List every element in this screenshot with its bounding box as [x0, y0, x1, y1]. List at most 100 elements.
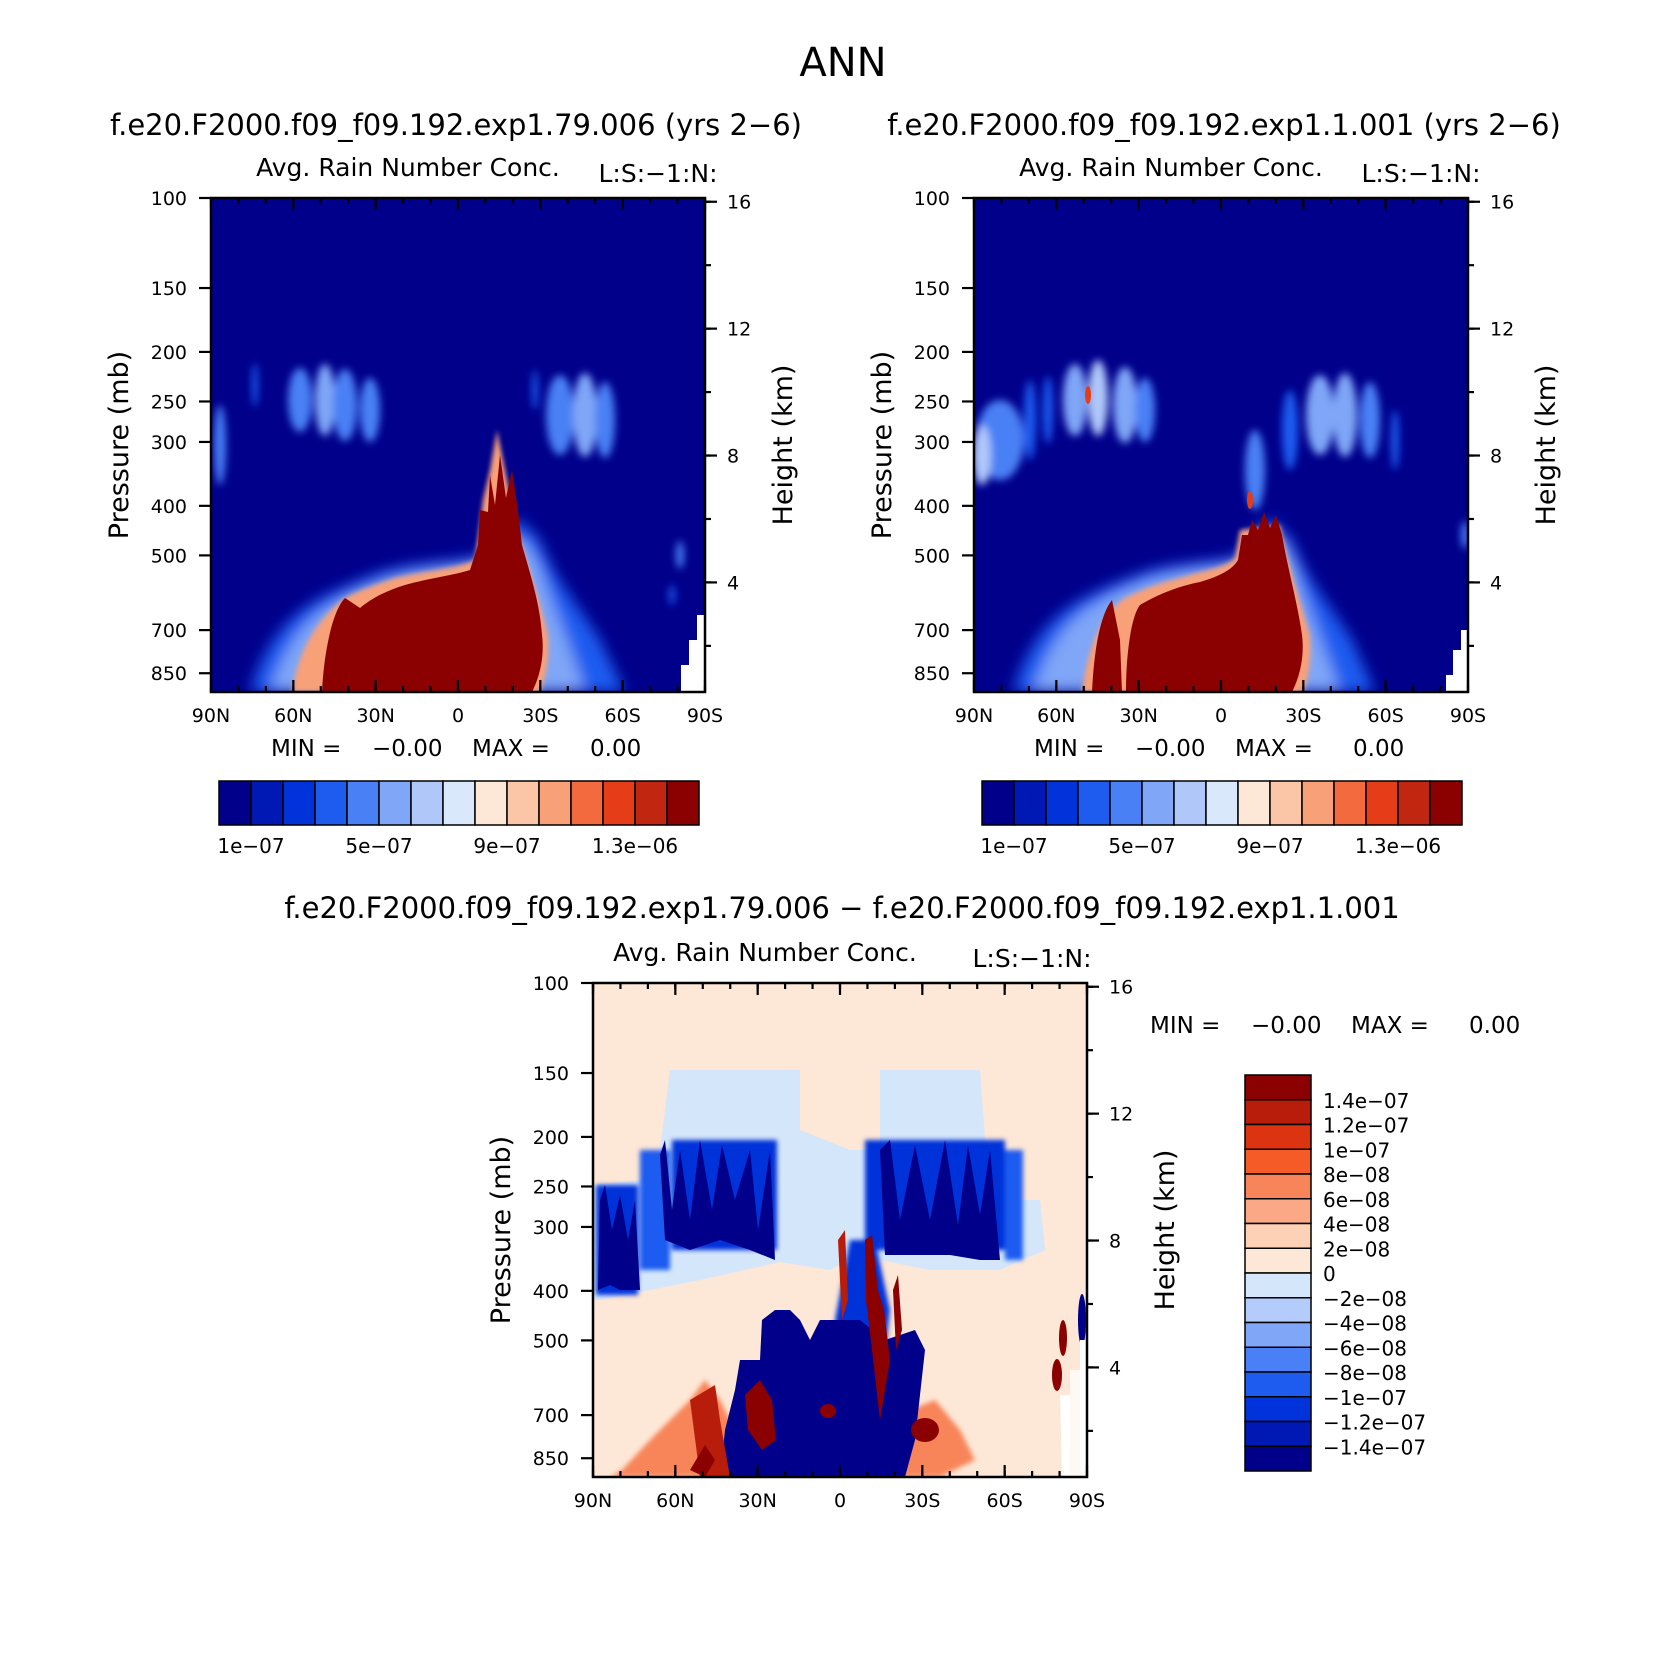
field-plot [593, 983, 1087, 1477]
colorbar-swatch [1333, 780, 1367, 826]
colorbar-swatch [1244, 1420, 1312, 1447]
x-tick-label: 60S [605, 705, 641, 727]
colorbar-label: 1e−07 [217, 834, 284, 858]
max-label: MAX = [472, 736, 550, 762]
panel-difference: 90N 60N 30N 0 30S 60S 90S 100 150 200 250 300 400 500… [486, 938, 1520, 1512]
colorbar-swatch [1244, 1099, 1312, 1126]
x-tick-label: 0 [1215, 705, 1227, 727]
red-core [1092, 600, 1122, 692]
page-title: ANN [799, 40, 886, 86]
colorbar-swatch [1244, 1074, 1312, 1101]
colorbar-label: 1.3e−06 [1355, 834, 1441, 858]
colorbar-label: 1e−07 [980, 834, 1047, 858]
colorbar-label: 1.3e−06 [592, 834, 678, 858]
colorbar-swatch [1109, 780, 1143, 826]
x-tick-label: 30S [1285, 705, 1321, 727]
y2-tick-label: 16 [1109, 977, 1133, 999]
y2-tick-label: 16 [727, 192, 751, 214]
y-tick-label: 250 [151, 391, 187, 413]
max-label: MAX = [1235, 736, 1313, 762]
colorbar-swatch [1365, 780, 1399, 826]
max-label: MAX = [1351, 1013, 1429, 1039]
colorbar-swatch [1301, 780, 1335, 826]
colorbar-label: 5e−07 [1108, 834, 1175, 858]
colorbar-swatch [538, 780, 572, 826]
colorbar-label: 1e−07 [1323, 1138, 1390, 1162]
y2-tick-label: 8 [727, 446, 739, 468]
colorbar-label: −2e−08 [1323, 1287, 1407, 1311]
colorbar-label: 0 [1323, 1262, 1336, 1286]
y-tick-label: 100 [914, 188, 950, 210]
x-tick-label: 30N [356, 705, 394, 727]
y-tick-label: 150 [914, 278, 950, 300]
colorbar-swatch [1244, 1123, 1312, 1150]
colorbar-label: −1.4e−07 [1323, 1435, 1426, 1459]
colorbar-label: −1.2e−07 [1323, 1411, 1426, 1435]
y-tick-label: 700 [151, 620, 187, 642]
colorbar-swatch [442, 780, 476, 826]
max-value: 0.00 [1469, 1013, 1520, 1039]
y-tick-label: 850 [914, 663, 950, 685]
colorbar-swatch [1244, 1272, 1312, 1299]
colorbar-swatch [1244, 1247, 1312, 1274]
colorbar-swatch [1244, 1321, 1312, 1348]
colorbar-swatch [1237, 780, 1271, 826]
colorbar-swatch [1244, 1445, 1312, 1472]
x-tick-label: 30N [1119, 705, 1157, 727]
y-tick-label: 850 [533, 1448, 569, 1470]
plot-title: Avg. Rain Number Conc. [613, 938, 917, 967]
y-axis-label: Pressure (mb) [867, 351, 898, 539]
y-tick-label: 200 [151, 342, 187, 364]
max-value: 0.00 [1353, 736, 1404, 762]
colorbar-swatch [1141, 780, 1175, 826]
colorbar-label: −4e−08 [1323, 1312, 1407, 1336]
colorbar: 1e−07 5e−07 9e−07 1.3e−06 [980, 780, 1463, 858]
y2-axis-label: Height (km) [1531, 365, 1562, 526]
y-tick-label: 500 [914, 545, 950, 567]
colorbar-label: 9e−07 [473, 834, 540, 858]
y-tick-label: 250 [914, 391, 950, 413]
x-tick-label: 0 [834, 1490, 846, 1512]
colorbar-swatch [218, 780, 252, 826]
y-tick-label: 400 [914, 496, 950, 518]
colorbar-label: −8e−08 [1323, 1361, 1407, 1385]
colorbar-swatch [1205, 780, 1239, 826]
colorbar-label: 1.4e−07 [1323, 1089, 1409, 1113]
y-tick-label: 400 [533, 1281, 569, 1303]
colorbar-swatch [981, 780, 1015, 826]
y-tick-label: 100 [151, 188, 187, 210]
y-axis-label: Pressure (mb) [104, 351, 135, 539]
axes: 90N 60N 30N 0 30S 60S 90S 100 150 200 250 300 400 500… [914, 188, 1514, 727]
colorbar-swatch [1244, 1346, 1312, 1373]
plot-title: Avg. Rain Number Conc. [256, 153, 560, 182]
min-value: −0.00 [1135, 736, 1205, 762]
field-plot [974, 198, 1468, 692]
y-tick-label: 250 [533, 1176, 569, 1198]
y-tick-label: 150 [151, 278, 187, 300]
x-tick-label: 60S [1368, 705, 1404, 727]
axes: 90N 60N 30N 0 30S 60S 90S 100 150 200 250 300 400 500… [151, 188, 751, 727]
x-tick-label: 90S [687, 705, 723, 727]
colorbar-label: 6e−08 [1323, 1188, 1390, 1212]
colorbar-swatch [634, 780, 668, 826]
panel-model-a: 90N 60N 30N 0 30S 60S 90S 100 150 200 250 300 400 500… [104, 153, 799, 858]
colorbar-label: −1e−07 [1323, 1386, 1407, 1410]
colorbar-label: 8e−08 [1323, 1163, 1390, 1187]
colorbar-swatch [282, 780, 316, 826]
min-label: MIN = [1150, 1013, 1220, 1039]
y-tick-label: 500 [151, 545, 187, 567]
x-tick-label: 30S [522, 705, 558, 727]
y-axis-label: Pressure (mb) [486, 1136, 517, 1324]
colorbar-swatch [378, 780, 412, 826]
x-tick-label: 90N [192, 705, 230, 727]
colorbar-swatch [250, 780, 284, 826]
y2-tick-label: 4 [1490, 572, 1502, 594]
colorbar: 1e−07 5e−07 9e−07 1.3e−06 [217, 780, 700, 858]
plot-subtitle: L:S:−1:N: [972, 944, 1091, 973]
y-tick-label: 300 [914, 432, 950, 454]
colorbar-swatch [314, 780, 348, 826]
x-tick-label: 90N [955, 705, 993, 727]
min-label: MIN = [271, 736, 341, 762]
colorbar-swatch [1244, 1297, 1312, 1324]
y-tick-label: 700 [533, 1405, 569, 1427]
